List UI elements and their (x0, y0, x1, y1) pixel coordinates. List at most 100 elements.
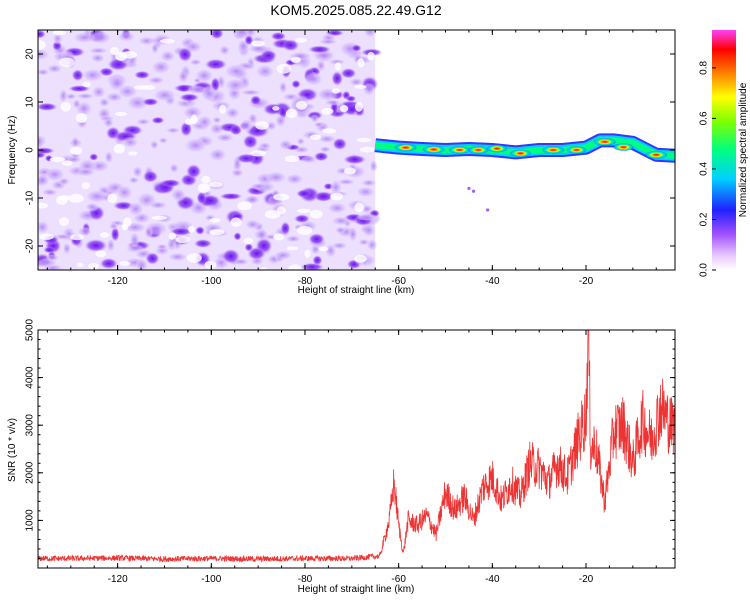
noise-blob (71, 136, 80, 149)
noise-gap (331, 88, 341, 94)
noise-blob (142, 98, 159, 106)
noise-blob (281, 39, 300, 52)
noise-gap (230, 217, 242, 228)
noise-gap (76, 262, 84, 268)
noise-blob (152, 88, 177, 102)
noise-blob (127, 201, 144, 217)
noise-gap (334, 62, 342, 71)
snr-x-label: Height of straight line (km) (298, 584, 415, 595)
y-tick-label: 3000 (25, 414, 36, 437)
noise-blob (258, 142, 272, 150)
noise-gap (121, 51, 138, 59)
noise-blob (75, 92, 95, 100)
noise-gap (68, 193, 84, 203)
noise-gap (119, 261, 131, 266)
noise-blob (41, 188, 59, 196)
noise-blob (135, 118, 151, 126)
noise-blob (362, 82, 376, 97)
noise-blob (348, 226, 358, 243)
noise-blob (81, 68, 104, 82)
signal-peak (448, 146, 471, 154)
noise-blob (38, 173, 50, 187)
noise-blob (348, 77, 365, 87)
noise-gap (264, 209, 281, 219)
noise-blob (170, 188, 187, 202)
signal-peak (509, 149, 532, 158)
noise-gap (243, 237, 254, 245)
noise-gap (354, 202, 365, 213)
noise-blob (204, 58, 228, 70)
noise-blob (324, 243, 337, 258)
noise-gap (284, 155, 300, 163)
noise-blob (68, 85, 91, 93)
noise-gap (255, 121, 269, 130)
noise-gap (295, 37, 308, 43)
noise-blob (38, 147, 55, 155)
noise-blob (89, 31, 112, 45)
noise-gap (99, 232, 110, 238)
noise-blob (89, 153, 99, 161)
noise-blob (200, 85, 217, 102)
x-tick-label: -100 (201, 574, 221, 585)
noise-blob (230, 168, 244, 178)
noise-gap (344, 167, 356, 175)
noise-blob (125, 243, 145, 253)
y-tick-label: 4000 (25, 366, 36, 389)
noise-blob (356, 213, 378, 221)
noise-gap (367, 51, 375, 61)
spectrogram-x-label: Height of straight line (km) (298, 285, 415, 296)
noise-blob (165, 127, 181, 134)
noise-gap (304, 249, 311, 259)
noise-blob (369, 159, 378, 173)
noise-blob (345, 95, 357, 102)
noise-gap (58, 217, 70, 226)
noise-gap (188, 225, 195, 233)
noise-blob (285, 173, 304, 185)
noise-blob (285, 235, 302, 243)
noise-gap (88, 262, 100, 270)
noise-blob (43, 246, 56, 254)
noise-blob (259, 49, 278, 62)
noise-gap (110, 46, 119, 55)
noise-blob (84, 238, 108, 253)
noise-gap (354, 84, 367, 89)
noise-gap (273, 233, 285, 241)
noise-gap (296, 208, 311, 213)
signal-peak (593, 137, 617, 146)
spectrogram-y-label: Frequency (Hz) (7, 116, 18, 185)
noise-blob (196, 191, 207, 205)
noise-blob (129, 231, 140, 248)
noise-blob (98, 97, 110, 108)
noise-blob (244, 219, 261, 230)
noise-blob (38, 30, 46, 39)
noise-blob (239, 89, 262, 96)
noise-blob (183, 137, 208, 154)
colorbar-gradient (712, 30, 736, 270)
noise-blob (233, 232, 242, 241)
noise-gap (107, 193, 118, 204)
colorbar-tick-label: 0.6 (699, 111, 710, 125)
noise-gap (95, 250, 107, 258)
noise-blob (218, 45, 231, 56)
noise-blob (110, 226, 120, 242)
noise-gap (309, 209, 323, 219)
noise-blob (209, 30, 224, 40)
noise-blob (72, 31, 96, 44)
noise-blob (229, 124, 243, 136)
noise-blob (128, 176, 140, 184)
snr-series-line (38, 330, 675, 564)
noise-gap (82, 81, 91, 88)
noise-blob (334, 226, 346, 234)
noise-blob (293, 214, 310, 224)
noise-gap (359, 146, 376, 153)
noise-gap (285, 108, 298, 119)
noise-gap (209, 229, 225, 236)
snr-panel: -120 -100 -80 -60 -40 -20 1000 2000 3000 4000 5000… (7, 318, 676, 595)
noise-blob (38, 134, 48, 149)
x-tick-label: -60 (391, 574, 406, 585)
noise-gap (175, 236, 191, 244)
noise-gap (38, 202, 48, 209)
colorbar-tick-label: 0.4 (699, 162, 710, 176)
noise-blob (255, 64, 275, 79)
